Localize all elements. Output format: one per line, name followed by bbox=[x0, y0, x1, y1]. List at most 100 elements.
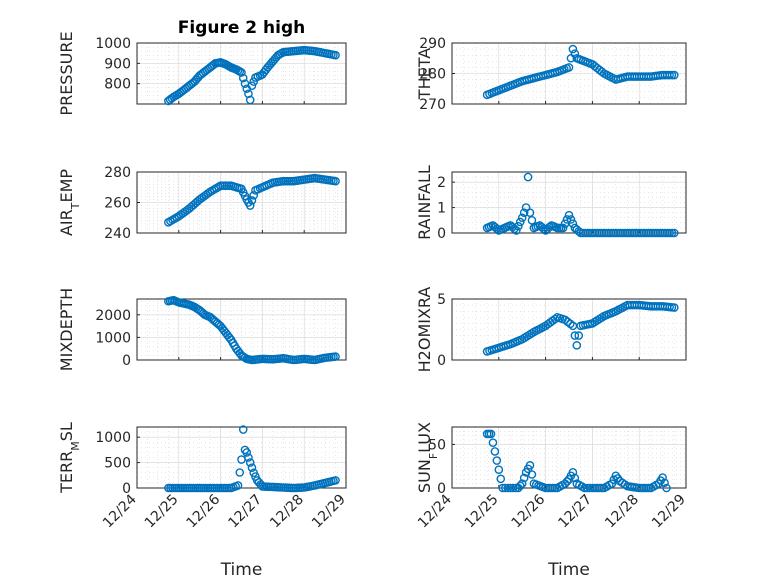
y-tick-label: 50 bbox=[428, 437, 446, 453]
data-point bbox=[331, 476, 340, 485]
data-point bbox=[568, 44, 578, 54]
data-point bbox=[570, 331, 580, 340]
data-point bbox=[525, 461, 535, 470]
y-tick-label: 900 bbox=[104, 56, 131, 72]
data-point bbox=[247, 196, 257, 205]
y-axis-label: MIXDEPTH bbox=[57, 288, 76, 371]
data-point bbox=[238, 73, 248, 83]
data-point bbox=[564, 210, 574, 220]
x-tick-label: 12/27 bbox=[555, 492, 595, 532]
data-point bbox=[249, 191, 258, 200]
data-point bbox=[519, 473, 529, 483]
y-axis-label: AIRTEMP bbox=[57, 169, 82, 236]
y-axis-label: H2OMIXRA bbox=[415, 287, 434, 373]
data-point bbox=[490, 447, 500, 456]
y-tick-label: 0 bbox=[437, 481, 446, 497]
axes-box bbox=[136, 42, 347, 105]
data-point bbox=[662, 483, 671, 493]
y-axis-label: SUNFLUX bbox=[415, 422, 440, 493]
data-point bbox=[525, 208, 535, 217]
y-tick-label: 0 bbox=[122, 481, 131, 497]
data-point bbox=[558, 223, 568, 233]
y-tick-label: 1 bbox=[437, 201, 446, 217]
y-tick-label: 280 bbox=[419, 67, 446, 83]
x-tick-label: 12/29 bbox=[309, 492, 349, 532]
data-point bbox=[562, 477, 572, 486]
x-tick-label: 12/24 bbox=[415, 491, 455, 531]
y-tick-label: 1000 bbox=[95, 430, 131, 446]
x-axis-label: Time bbox=[220, 560, 263, 580]
data-point bbox=[247, 463, 257, 472]
y-axis-label: PRESSURE bbox=[57, 31, 76, 115]
data-point bbox=[670, 228, 679, 238]
data-point bbox=[568, 219, 578, 228]
data-point bbox=[494, 465, 504, 475]
data-point bbox=[242, 448, 252, 457]
data-point bbox=[523, 172, 533, 182]
y-tick-label: 2 bbox=[437, 175, 446, 191]
axes-box bbox=[451, 171, 687, 234]
data-point bbox=[562, 215, 572, 224]
data-point bbox=[564, 63, 574, 72]
data-point bbox=[539, 224, 548, 234]
data-point bbox=[511, 483, 521, 493]
x-tick-label: 12/29 bbox=[649, 492, 689, 532]
subplot-1: 800 900 1000 PRESSURE Figure 2 high bbox=[57, 18, 347, 116]
data-point bbox=[519, 208, 529, 217]
data-point bbox=[233, 481, 243, 490]
data-point bbox=[486, 429, 496, 439]
y-tick-label: 240 bbox=[104, 226, 131, 242]
subplot-8: 0 50 12/24 12/25 12/26 12/27 12/28 12/29 SUNFLUX… bbox=[415, 422, 689, 580]
data-point bbox=[660, 478, 669, 488]
data-point bbox=[670, 70, 679, 80]
data-point bbox=[496, 474, 506, 484]
data-point bbox=[527, 215, 537, 225]
y-tick-label: 290 bbox=[419, 36, 446, 52]
y-tick-label: 280 bbox=[104, 165, 131, 181]
x-tick-label: 12/28 bbox=[267, 492, 307, 532]
data-point bbox=[488, 438, 498, 447]
data-point bbox=[527, 470, 537, 479]
chart-title: Figure 2 high bbox=[178, 18, 306, 38]
data-point bbox=[245, 458, 255, 467]
data-point bbox=[235, 468, 245, 477]
y-tick-label: 800 bbox=[104, 77, 131, 93]
data-point bbox=[245, 95, 255, 105]
data-point bbox=[570, 473, 580, 483]
data-point bbox=[247, 81, 257, 90]
data-point bbox=[574, 331, 584, 340]
y-tick-label: 1000 bbox=[95, 36, 131, 52]
y-tick-label: 0 bbox=[437, 226, 446, 242]
data-point bbox=[517, 213, 527, 223]
data-point bbox=[568, 468, 578, 477]
subplot-3: 240 260 280 AIRTEMP bbox=[57, 165, 347, 242]
axes-box bbox=[451, 298, 687, 361]
y-tick-label: 2000 bbox=[95, 308, 131, 324]
axes-box bbox=[451, 426, 687, 489]
data-point bbox=[517, 479, 527, 488]
data-point bbox=[566, 215, 576, 224]
y-tick-label: 0 bbox=[437, 353, 446, 369]
data-point bbox=[244, 89, 253, 99]
y-axis-label: THETA bbox=[415, 48, 434, 100]
y-tick-label: 260 bbox=[104, 196, 131, 212]
data-point bbox=[515, 481, 525, 491]
data-point bbox=[515, 217, 525, 227]
x-tick-label: 12/26 bbox=[509, 491, 549, 531]
data-point bbox=[249, 77, 258, 86]
x-tick-label: 12/26 bbox=[184, 491, 224, 531]
subplot-7: 0 500 1000 12/24 12/25 12/26 12/27 12/28 12/29 TE… bbox=[57, 422, 349, 580]
y-tick-label: 5 bbox=[437, 292, 446, 308]
data-point bbox=[492, 456, 502, 465]
y-axis-label: TERRMSL bbox=[57, 422, 82, 494]
subplot-5: 0 1000 2000 MIXDEPTH bbox=[57, 288, 347, 371]
data-point bbox=[238, 425, 248, 434]
data-point bbox=[512, 226, 521, 235]
y-axis-label: RAINFALL bbox=[415, 165, 434, 240]
data-point bbox=[670, 303, 679, 312]
data-point bbox=[331, 50, 340, 60]
